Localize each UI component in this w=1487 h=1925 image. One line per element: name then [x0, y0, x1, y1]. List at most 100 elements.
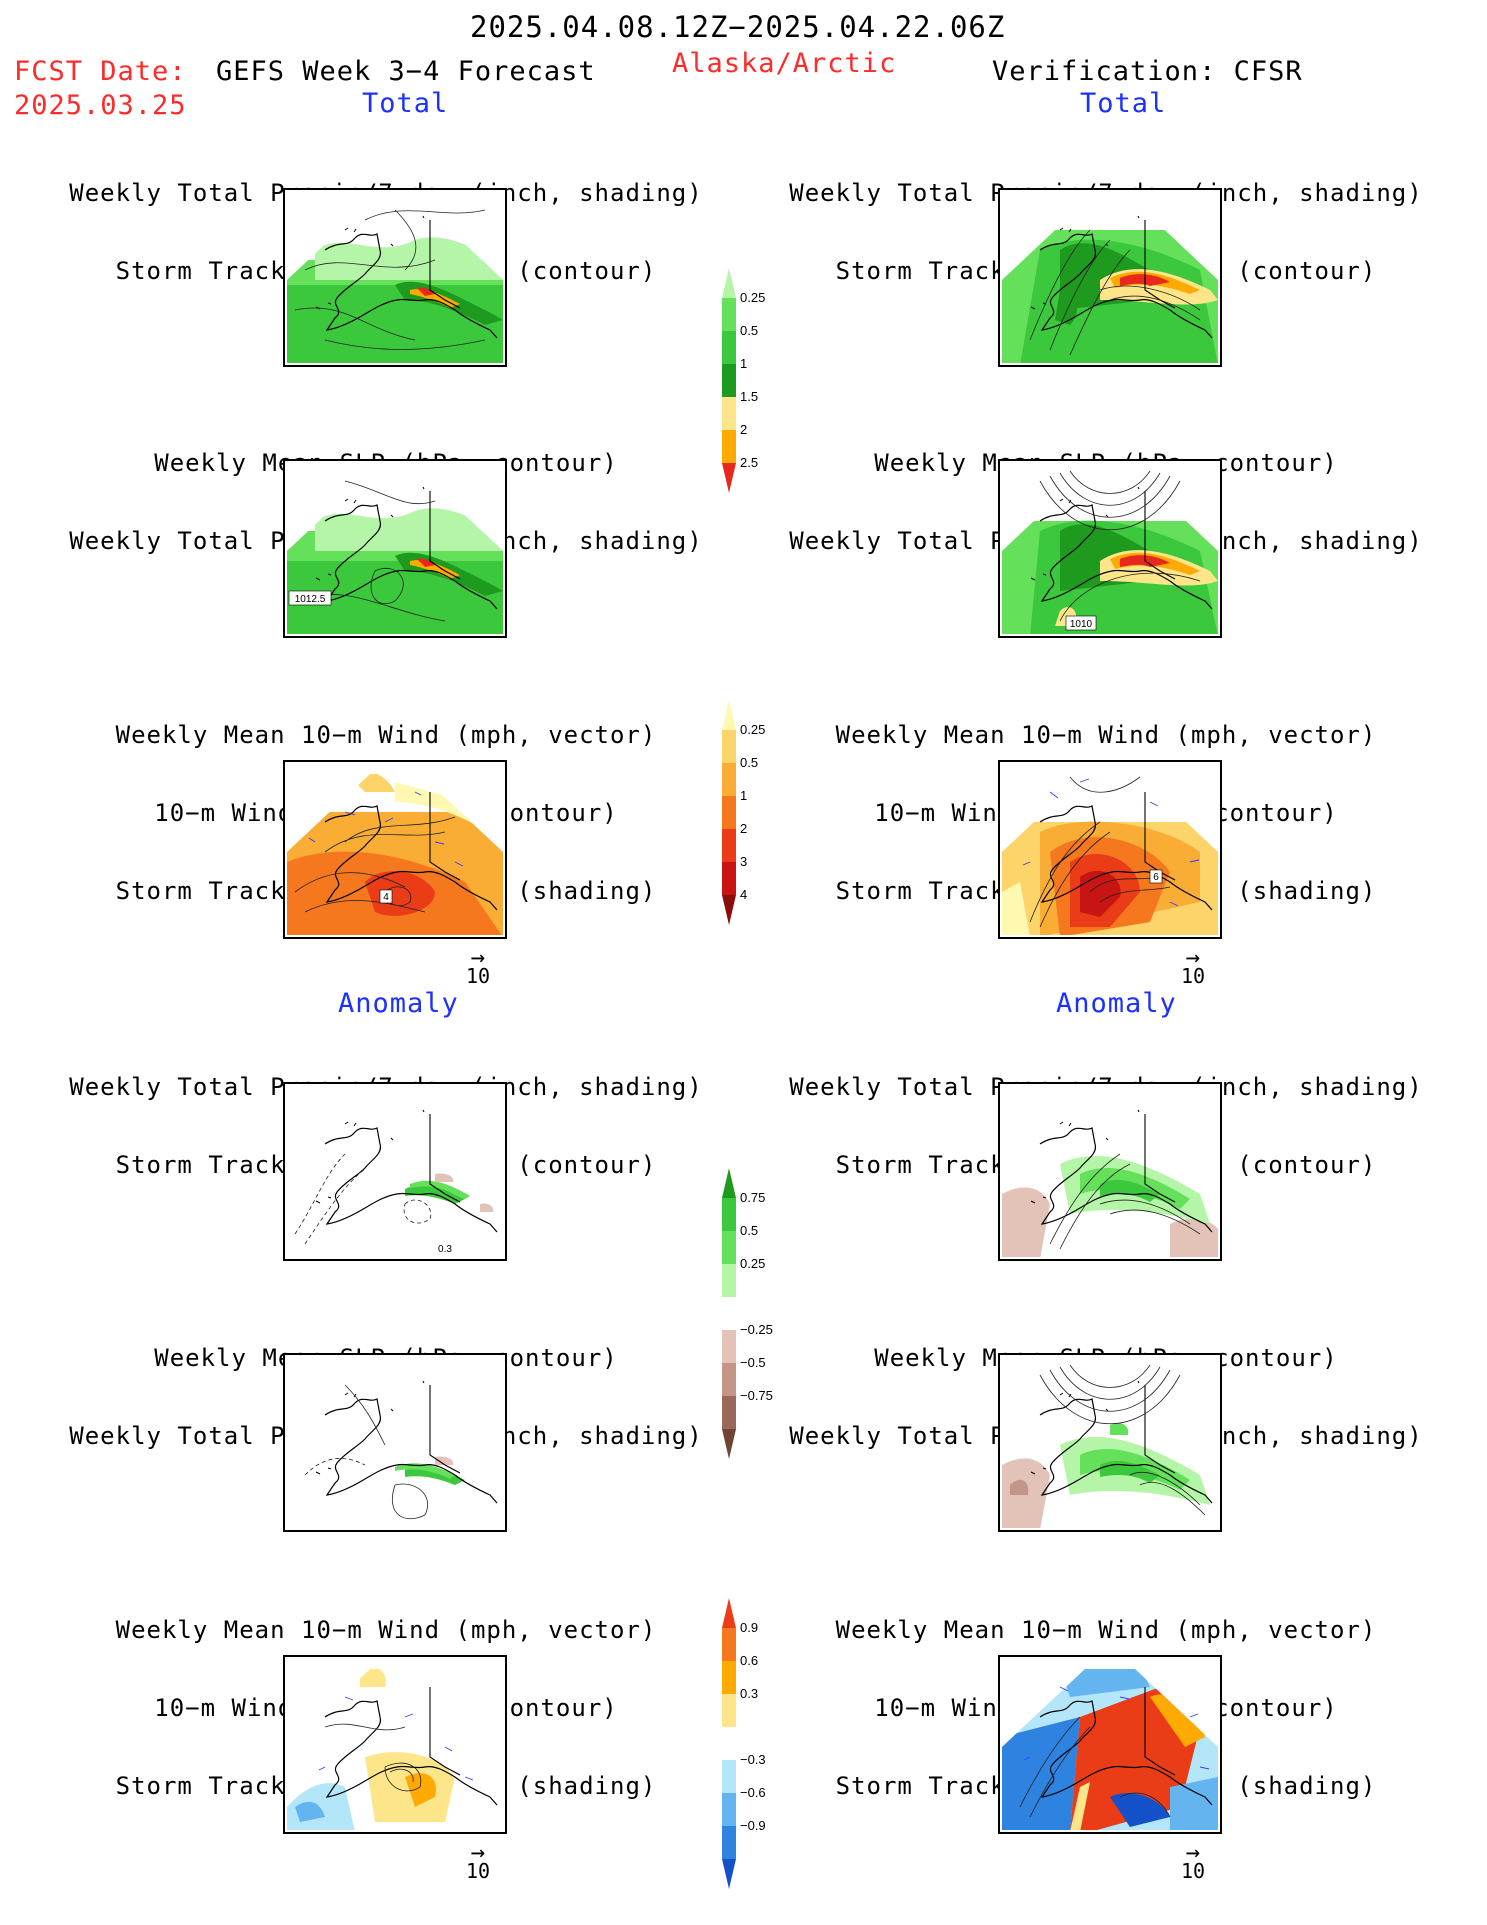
colorbar-storm-anom: 0.9 0.6 0.3 −0.3 −0.6 −0.9: [716, 1598, 806, 1889]
colorbar-segment: [722, 430, 736, 463]
colorbar-segment: [722, 298, 736, 331]
colorbar-segment: [722, 1330, 736, 1363]
vector-ref-anom-left: → 10: [458, 1838, 498, 1883]
colorbar-tick-label: 0.25: [740, 1256, 765, 1271]
colorbar-segment: [722, 1826, 736, 1859]
map-wind-anom-verification: [998, 1655, 1222, 1834]
colorbar-tick-label: −0.25: [740, 1322, 773, 1337]
colorbar-segment: [722, 700, 736, 730]
colorbar-storm-total-svg: 0.25 0.5 1 2 3 4: [722, 700, 765, 925]
map-wind-total-verification: 6: [998, 760, 1222, 939]
colorbar-segment: [722, 1694, 736, 1727]
colorbar-tick-label: 0.9: [740, 1620, 758, 1635]
colorbar-segment: [722, 862, 736, 895]
map-precip-anom-verification: [998, 1082, 1222, 1261]
colorbar-segment: [722, 1793, 736, 1826]
colorbar-tick-label: −0.3: [740, 1752, 766, 1767]
vector-arrow-icon: →: [470, 1838, 486, 1866]
colorbar-tick-label: 2: [740, 422, 747, 437]
colorbar-segment: [722, 730, 736, 763]
colorbar-tick-label: 0.3: [740, 1686, 758, 1701]
fcst-date-label: FCST Date:: [14, 56, 187, 87]
colorbar-tick-label: 1: [740, 356, 747, 371]
date-range-title: 2025.04.08.12Z−2025.04.22.06Z: [470, 10, 1006, 44]
map-slp-anom-forecast: [283, 1353, 507, 1532]
vector-arrow-icon: →: [1185, 1838, 1201, 1866]
colorbar-segment: [722, 1264, 736, 1297]
slp-contour-label: 1012.5: [295, 594, 326, 605]
colorbar-tick-label: 0.5: [740, 323, 758, 338]
vector-ref-value: 10: [1180, 964, 1206, 988]
colorbar-segment: [722, 1727, 736, 1760]
title-line: Weekly Mean 10−m Wind (mph, vector): [835, 721, 1377, 749]
colorbar-segment: [722, 829, 736, 862]
vector-ref-value: 10: [465, 964, 491, 988]
map-precip-total-forecast: [283, 188, 507, 367]
wind-contour-label: 6: [1153, 872, 1159, 883]
colorbar-segment: [722, 1231, 736, 1264]
colorbar-segment: [722, 1198, 736, 1231]
colorbar-tick-label: −0.6: [740, 1785, 766, 1800]
map-wind-anom-forecast: [283, 1655, 507, 1834]
colorbar-tick-label: 0.5: [740, 1223, 758, 1238]
title-line: Weekly Mean 10−m Wind (mph, vector): [115, 1616, 657, 1644]
colorbar-segment: [722, 1363, 736, 1396]
map-slp-anom-verification: [998, 1353, 1222, 1532]
colorbar-segment: [722, 364, 736, 397]
vector-ref-total-left: → 10: [458, 943, 498, 988]
vector-arrow-icon: →: [1185, 943, 1201, 971]
map-precip-anom-forecast: 0.3: [283, 1082, 507, 1261]
section-anomaly-right: Anomaly: [1056, 988, 1177, 1019]
colorbar-tick-label: 0.5: [740, 755, 758, 770]
colorbar-segment: [722, 463, 736, 493]
colorbar-tick-label: 3: [740, 854, 747, 869]
vector-ref-anom-right: → 10: [1173, 1838, 1213, 1883]
wind-contour-label: 4: [383, 892, 389, 903]
colorbar-precip-total: 0.25 0.5 1 1.5 2 2.5: [716, 268, 806, 558]
colorbar-segment: [722, 397, 736, 430]
colorbar-precip-anom-svg: 0.75 0.5 0.25 −0.25 −0.5 −0.75: [722, 1168, 773, 1459]
vector-ref-total-right: → 10: [1173, 943, 1213, 988]
map-precip-total-verification: [998, 188, 1222, 367]
forecast-name: GEFS Week 3−4 Forecast: [216, 56, 596, 87]
colorbar-precip-anom: 0.75 0.5 0.25 −0.25 −0.5 −0.75: [716, 1168, 806, 1459]
colorbar-segment: [722, 1168, 736, 1198]
colorbar-storm-total: 0.25 0.5 1 2 3 4: [716, 700, 806, 990]
map-wind-total-forecast: 4: [283, 760, 507, 939]
colorbar-tick-label: −0.9: [740, 1818, 766, 1833]
verification-label: Verification: CFSR: [992, 56, 1303, 87]
colorbar-segment: [722, 268, 736, 298]
colorbar-storm-anom-svg: 0.9 0.6 0.3 −0.3 −0.6 −0.9: [722, 1598, 766, 1889]
colorbar-segment: [722, 895, 736, 925]
vector-ref-value: 10: [465, 1859, 491, 1883]
vector-ref-value: 10: [1180, 1859, 1206, 1883]
colorbar-segment: [722, 796, 736, 829]
slp-contour-label: 1010: [1070, 619, 1093, 630]
colorbar-tick-label: 0.6: [740, 1653, 758, 1668]
colorbar-tick-label: −0.75: [740, 1388, 773, 1403]
colorbar-tick-label: 0.75: [740, 1190, 765, 1205]
colorbar-segment: [722, 1297, 736, 1330]
map-slp-total-forecast: 1012.5: [283, 459, 507, 638]
colorbar-tick-label: 4: [740, 887, 747, 902]
colorbar-tick-label: 0.25: [740, 722, 765, 737]
colorbar-tick-label: 2: [740, 821, 747, 836]
colorbar-segment: [722, 1429, 736, 1459]
colorbar-segment: [722, 1396, 736, 1429]
region-label: Alaska/Arctic: [672, 48, 897, 79]
colorbar-precip-total-svg: 0.25 0.5 1 1.5 2 2.5: [722, 268, 765, 493]
section-total-left: Total: [362, 88, 449, 119]
vector-arrow-icon: →: [470, 943, 486, 971]
colorbar-segment: [722, 1859, 736, 1889]
colorbar-segment: [722, 1760, 736, 1793]
colorbar-segment: [722, 331, 736, 364]
fcst-date-value: 2025.03.25: [14, 90, 187, 121]
colorbar-tick-label: 1.5: [740, 389, 758, 404]
colorbar-tick-label: 2.5: [740, 455, 758, 470]
colorbar-segment: [722, 763, 736, 796]
colorbar-segment: [722, 1628, 736, 1661]
colorbar-segment: [722, 1661, 736, 1694]
section-anomaly-left: Anomaly: [338, 988, 459, 1019]
title-line: Weekly Mean 10−m Wind (mph, vector): [835, 1616, 1377, 1644]
map-slp-total-verification: 1010: [998, 459, 1222, 638]
